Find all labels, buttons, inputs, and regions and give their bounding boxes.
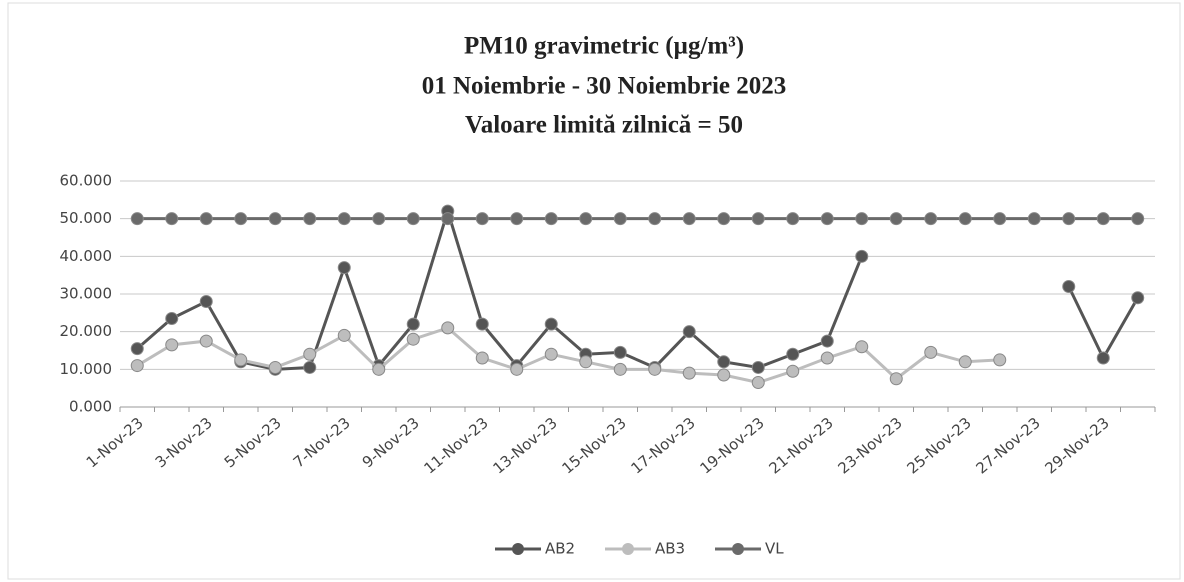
point (613, 362, 627, 376)
y-tick-label: 20.000 (60, 322, 113, 340)
point (682, 366, 696, 380)
point (544, 317, 558, 331)
point (958, 212, 972, 226)
legend-label: AB2 (545, 540, 575, 558)
point (1096, 212, 1110, 226)
point (751, 212, 765, 226)
point (717, 368, 731, 382)
point (234, 212, 248, 226)
point (130, 342, 144, 356)
point (165, 212, 179, 226)
y-tick-label: 10.000 (60, 360, 113, 378)
point (234, 353, 248, 367)
legend-label: AB3 (655, 540, 685, 558)
point (199, 295, 213, 309)
point (1131, 291, 1145, 305)
point (889, 212, 903, 226)
point (130, 212, 144, 226)
point (1096, 351, 1110, 365)
point (475, 317, 489, 331)
point (855, 249, 869, 263)
y-tick-label: 40.000 (60, 247, 113, 265)
point (475, 351, 489, 365)
point (751, 360, 765, 374)
point (993, 353, 1007, 367)
point (682, 325, 696, 339)
chart-subtitle: Valoare limită zilnică = 50 (465, 112, 743, 139)
chart-subtitle: 01 Noiembrie - 30 Noiembrie 2023 (422, 73, 787, 100)
point (613, 345, 627, 359)
point (406, 317, 420, 331)
point (786, 212, 800, 226)
point (993, 212, 1007, 226)
point (1062, 212, 1076, 226)
legend-label: VL (765, 540, 784, 558)
point (751, 376, 765, 390)
point (199, 334, 213, 348)
point (372, 362, 386, 376)
chart-frame (7, 2, 1181, 580)
point (820, 334, 834, 348)
point (441, 212, 455, 226)
y-tick-label: 60.000 (60, 172, 113, 190)
point (337, 261, 351, 275)
point (648, 362, 662, 376)
point (544, 212, 558, 226)
point (613, 212, 627, 226)
legend-marker (512, 543, 524, 555)
point (820, 351, 834, 365)
point (268, 360, 282, 374)
point (579, 355, 593, 369)
legend-marker (732, 543, 744, 555)
point (1131, 212, 1145, 226)
point (544, 347, 558, 361)
point (717, 212, 731, 226)
point (648, 212, 662, 226)
point (1027, 212, 1041, 226)
point (268, 212, 282, 226)
point (130, 359, 144, 373)
y-tick-label: 0.000 (69, 398, 112, 416)
point (1062, 279, 1076, 293)
point (406, 212, 420, 226)
point (510, 362, 524, 376)
point (889, 372, 903, 386)
chart-title: PM10 gravimetric (µg/m³) (464, 33, 744, 60)
legend-marker (622, 543, 634, 555)
point (682, 212, 696, 226)
point (855, 340, 869, 354)
point (855, 212, 869, 226)
point (303, 347, 317, 361)
point (372, 212, 386, 226)
y-tick-label: 50.000 (60, 209, 113, 227)
point (786, 364, 800, 378)
point (510, 212, 524, 226)
point (199, 212, 213, 226)
y-tick-label: 30.000 (60, 285, 113, 303)
point (579, 212, 593, 226)
point (165, 338, 179, 352)
point (303, 360, 317, 374)
point (786, 347, 800, 361)
point (406, 332, 420, 346)
point (924, 212, 938, 226)
point (441, 321, 455, 335)
point (958, 355, 972, 369)
point (303, 212, 317, 226)
point (337, 328, 351, 342)
point (475, 212, 489, 226)
point (924, 345, 938, 359)
point (820, 212, 834, 226)
point (165, 311, 179, 325)
point (337, 212, 351, 226)
point (717, 355, 731, 369)
